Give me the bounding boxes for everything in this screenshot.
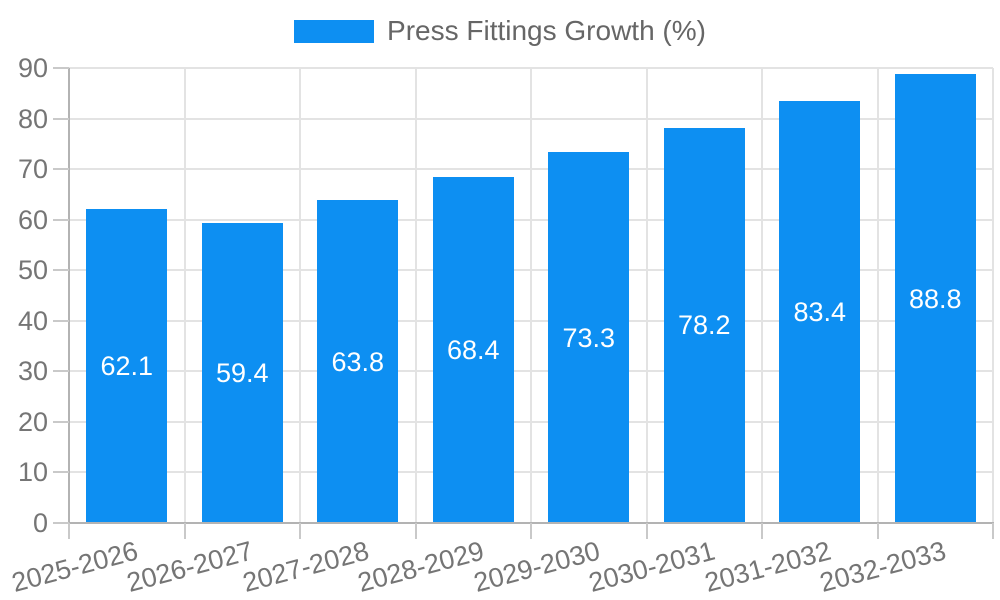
bar-value-label: 83.4 — [793, 297, 847, 328]
y-axis-tick — [53, 269, 69, 272]
y-axis-tick-label: 20 — [17, 406, 48, 437]
bar[interactable] — [894, 74, 976, 523]
y-axis-tick — [53, 117, 69, 120]
gridline-vertical — [414, 68, 417, 523]
y-axis-tick-label: 70 — [17, 154, 48, 185]
bar[interactable] — [317, 200, 399, 523]
y-axis-tick-label: 30 — [17, 356, 48, 387]
bar-value-label: 78.2 — [677, 310, 731, 341]
y-axis-tick-label: 10 — [17, 457, 48, 488]
x-axis-tick — [761, 523, 763, 539]
gridline-vertical — [299, 68, 301, 523]
y-axis-tick — [53, 319, 69, 322]
x-axis-tick — [645, 523, 648, 539]
y-axis-tick-label: 60 — [17, 204, 48, 235]
gridline-vertical — [530, 68, 532, 523]
x-axis-tick-label: 2032-2033 — [816, 535, 950, 598]
x-axis-tick — [68, 523, 70, 539]
x-axis-tick-label: 2029-2030 — [470, 535, 603, 598]
y-axis-tick-label: 0 — [32, 508, 48, 538]
y-axis-tick — [53, 420, 69, 423]
gridline-vertical — [992, 68, 994, 523]
bar-value-label: 73.3 — [562, 322, 616, 353]
bar-value-label: 68.4 — [446, 335, 500, 366]
y-axis-tick — [53, 67, 69, 69]
x-axis-tick — [299, 523, 301, 539]
bar[interactable] — [86, 209, 168, 523]
gridline-vertical — [645, 68, 648, 523]
bar-value-label: 62.1 — [100, 351, 154, 382]
bar[interactable] — [779, 101, 861, 523]
gridline-vertical — [876, 68, 879, 523]
y-axis-tick — [53, 370, 69, 373]
legend-swatch-icon — [294, 19, 375, 43]
x-axis-tick — [530, 523, 532, 539]
y-axis-tick-label: 90 — [17, 53, 48, 83]
x-axis-tick-label: 2025-2026 — [8, 535, 141, 598]
y-axis-tick-label: 40 — [17, 305, 48, 336]
y-axis-tick — [53, 218, 69, 221]
gridline-vertical — [761, 68, 763, 523]
x-axis-tick — [992, 523, 994, 539]
bar[interactable] — [432, 177, 514, 523]
legend[interactable]: Press Fittings Growth (%) — [0, 15, 1000, 46]
gridline-vertical — [183, 68, 186, 523]
x-axis-tick — [876, 523, 879, 539]
bar-value-label: 88.8 — [908, 283, 962, 314]
x-axis-tick-label: 2031-2032 — [701, 535, 834, 598]
y-axis-line — [68, 68, 70, 539]
x-axis-tick — [414, 523, 417, 539]
x-axis-tick-label: 2030-2031 — [585, 535, 719, 598]
x-axis-tick-label: 2027-2028 — [239, 535, 372, 598]
x-axis-tick — [183, 523, 186, 539]
bar[interactable] — [663, 127, 745, 523]
y-axis-tick — [53, 471, 69, 474]
y-axis-tick-label: 50 — [17, 255, 48, 286]
y-axis-tick-label: 80 — [17, 103, 48, 134]
legend-label: Press Fittings Growth (%) — [387, 15, 706, 46]
x-axis-tick-label: 2028-2029 — [354, 535, 488, 598]
x-axis-tick-label: 2026-2027 — [123, 535, 257, 598]
y-axis-tick — [53, 168, 69, 171]
bar-value-label: 63.8 — [331, 346, 385, 377]
bar[interactable] — [548, 152, 630, 523]
y-axis-tick — [53, 522, 69, 524]
bar-value-label: 59.4 — [215, 357, 269, 388]
bar[interactable] — [201, 222, 283, 523]
